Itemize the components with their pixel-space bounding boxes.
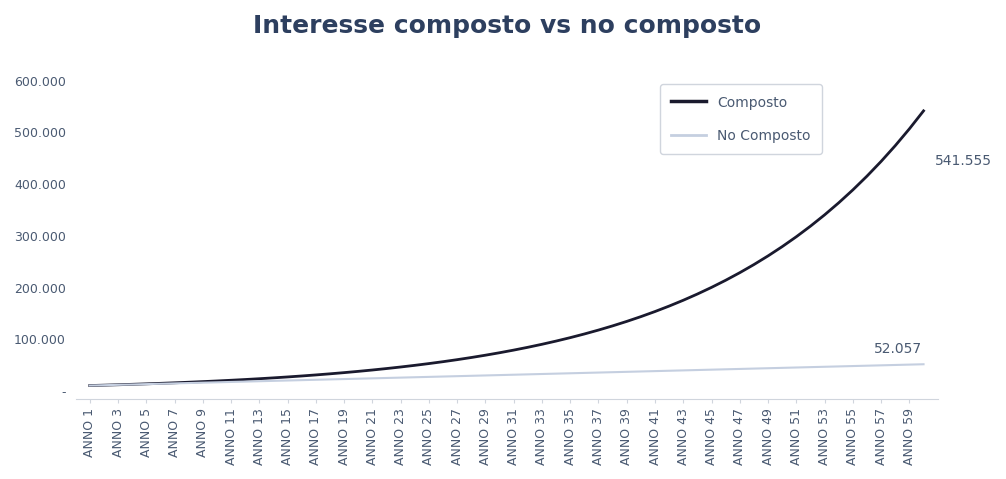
No Composto — [607, 369, 619, 375]
No Composto — [324, 376, 336, 382]
Line: Composto: Composto — [90, 111, 924, 386]
No Composto — [225, 379, 237, 385]
Title: Interesse composto vs no composto: Interesse composto vs no composto — [253, 14, 761, 38]
Composto — [83, 383, 96, 388]
Composto — [296, 373, 308, 379]
No Composto — [917, 361, 930, 367]
No Composto — [366, 376, 378, 381]
Composto — [352, 368, 364, 374]
Composto — [324, 371, 336, 376]
Legend: Composto, No Composto: Composto, No Composto — [660, 84, 822, 154]
Text: 52.057: 52.057 — [874, 342, 923, 356]
Composto — [917, 108, 930, 114]
No Composto — [296, 377, 308, 383]
Composto — [225, 377, 237, 383]
Text: 541.555: 541.555 — [935, 154, 992, 168]
Line: No Composto: No Composto — [90, 364, 924, 386]
Composto — [607, 323, 619, 329]
No Composto — [83, 383, 96, 388]
Composto — [366, 367, 378, 373]
No Composto — [352, 376, 364, 382]
